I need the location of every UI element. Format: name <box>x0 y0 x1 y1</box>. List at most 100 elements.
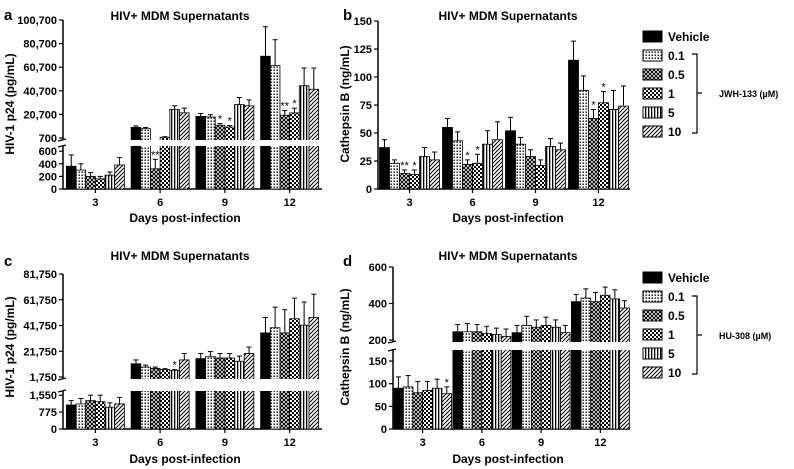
legend-d-swatch-0-5 <box>642 309 663 322</box>
panel-b-bar-day12-0-1 <box>578 90 589 190</box>
panel-c-bar-day12-1 <box>289 318 300 430</box>
panel-a-xtick-label: 3 <box>92 197 98 209</box>
panel-d-bar-day12-1 <box>599 294 611 430</box>
panel-b-bar-day6-0-1 <box>452 140 463 190</box>
panel-a-bar-day3-5 <box>104 174 116 190</box>
panel-a-ytick-label: 0 <box>51 184 57 196</box>
panel-c-xtick-label: 6 <box>157 437 163 449</box>
panel-b-bar-day6-vehicle <box>442 127 453 190</box>
panel-letter-d: d <box>343 253 352 270</box>
panel-letter-a: a <box>4 7 13 24</box>
panel-a-ytick-label: 600 <box>39 146 57 158</box>
panel-c-axis-break-mark <box>57 389 67 393</box>
panel-d-ytick-label: 600 <box>369 262 387 274</box>
panel-b-xtick-label: 12 <box>592 197 604 209</box>
panel-c-bar-day9-5 <box>234 360 245 430</box>
panel-b-ytick-label: 75 <box>360 100 372 112</box>
panel-b-xlabel: Days post-infection <box>452 211 563 225</box>
panel-b-ytick-label: 0 <box>366 184 372 196</box>
panel-c-ylabel: HIV-1 p24 (pg/mL) <box>3 296 17 397</box>
panel-a-bar-day9-1 <box>224 126 235 190</box>
panel-b-bar-day12-vehicle <box>568 59 579 190</box>
panel-a-xtick-label: 9 <box>222 197 228 209</box>
legend-d-swatch-vehicle <box>642 271 663 284</box>
panel-b-ytick-label: 150 <box>354 16 372 28</box>
panel-a-xtick-label: 6 <box>157 197 163 209</box>
panel-c-ytick-label: 21,750 <box>23 346 57 358</box>
panel-d-xlabel: Days post-infection <box>452 452 563 466</box>
panel-a-bar-day12-vehicle <box>260 55 271 190</box>
panel-a-bar-day12-0-1 <box>269 65 281 190</box>
legend-b-label-1: 1 <box>668 87 675 101</box>
legend-d-label-1: 1 <box>668 328 675 342</box>
panel-a-axis-break-mark <box>57 144 67 148</box>
panel-d-significance-marker: * <box>445 377 450 389</box>
panel-b-bar-day12-5 <box>608 109 619 190</box>
legend-b-swatch-1 <box>642 87 663 100</box>
legend-b-label-10: 10 <box>668 125 682 139</box>
legend-d-label-0-5: 0.5 <box>668 309 685 323</box>
panel-d-ytick-label: 100 <box>369 379 387 391</box>
panel-b-significance-marker: * <box>475 144 480 156</box>
panel-b-significance-marker: * <box>591 99 596 111</box>
panel-a-xlabel: Days post-infection <box>129 211 240 225</box>
panel-c-bar-day12-0-1 <box>269 327 281 430</box>
legend-d-swatch-0-1 <box>642 290 663 303</box>
panel-a-bar-day3-10 <box>114 164 125 190</box>
panel-d-xtick-label: 3 <box>420 437 426 449</box>
panel-b-xtick-label: 3 <box>406 197 412 209</box>
panel-d-ytick-label: 200 <box>369 335 387 347</box>
panel-d-bar-day3-0-5 <box>412 392 424 430</box>
panel-d-axis-break-gap <box>390 342 633 350</box>
panel-c-bar-day12-10 <box>308 317 320 430</box>
panel-c-ytick-label: 0 <box>51 424 57 436</box>
panel-a-title: HIV+ MDM Supernatants <box>110 9 249 23</box>
panel-c-ytick-label: 61,750 <box>23 295 57 307</box>
panel-a-significance-marker: ** <box>151 149 160 161</box>
legend-d-swatch-10 <box>642 366 663 379</box>
panel-a-significance-marker: * <box>292 98 297 110</box>
panel-b-bar-day3-10 <box>429 159 440 190</box>
panel-c-bar-day6-10 <box>179 359 190 430</box>
panel-c-bar-day3-0-5 <box>85 400 96 430</box>
panel-a-bar-day3-1 <box>94 178 106 190</box>
panel-d-bar-day3-0-1 <box>402 386 414 430</box>
panel-a-bar-day9-10 <box>243 105 255 190</box>
panel-a-bar-day6-10 <box>179 112 190 190</box>
panel-b-bar-day6-0-5 <box>462 163 473 190</box>
panel-d-ytick-label: 400 <box>369 299 387 311</box>
panel-a-axis-break-mark <box>57 138 67 142</box>
legend-b-label-5: 5 <box>668 106 675 120</box>
legend-b-bracket <box>692 53 702 134</box>
panel-c-xlabel: Days post-infection <box>129 452 240 466</box>
panel-a-bar-day9-0-5 <box>214 124 226 190</box>
panel-b-bar-day12-10 <box>618 105 629 190</box>
panel-a-bar-day9-vehicle <box>195 116 206 190</box>
panel-a-bar-day6-0-5 <box>150 168 161 190</box>
legend-d-swatch-5 <box>642 347 663 360</box>
panel-letter-b: b <box>343 7 352 24</box>
panel-a-ylabel: HIV-1 p24 (pg/mL) <box>3 53 17 154</box>
panel-b-bar-day3-0-5 <box>399 172 410 190</box>
panel-b-bar-day9-1 <box>535 165 546 190</box>
panel-c-ytick-label: 81,750 <box>23 269 57 281</box>
panel-c-xtick-label: 9 <box>222 437 228 449</box>
panel-a-significance-marker: * <box>218 113 223 125</box>
panel-d-ytick-label: 150 <box>369 356 387 368</box>
panel-d-ytick-label: 0 <box>381 424 387 436</box>
panel-b-bar-day6-1 <box>472 162 483 190</box>
panel-a-ytick-label: 700 <box>39 133 57 145</box>
panel-d-bar-day12-0-5 <box>590 301 601 430</box>
panel-a-ytick-label: 60,700 <box>23 62 57 74</box>
panel-b-bar-day9-vehicle <box>505 130 516 190</box>
panel-d-bar-day3-1 <box>422 390 433 430</box>
panel-a-xtick-label: 12 <box>284 197 296 209</box>
legend-d-group-label: HU-308 (µM) <box>719 331 771 341</box>
panel-b-ytick-label: 25 <box>360 156 372 168</box>
panel-c-ytick-label: 41,750 <box>23 321 57 333</box>
panel-b-bar-day6-10 <box>492 139 503 190</box>
panel-b-bar-day3-vehicle <box>379 147 390 190</box>
panel-b-bar-day9-10 <box>555 149 566 190</box>
panel-c-bar-day9-0-5 <box>214 357 226 430</box>
